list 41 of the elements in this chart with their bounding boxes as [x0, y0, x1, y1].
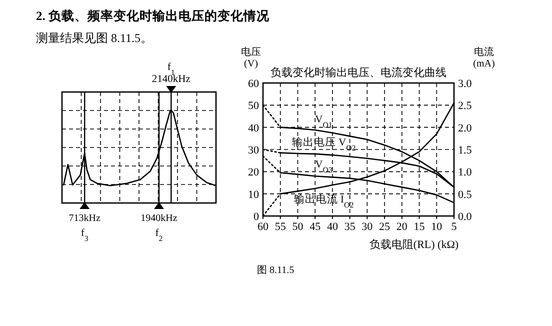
ref-line-label: f$_{1}$ 2140kHz: [152, 62, 191, 86]
chart-subtitle: 测量结果见图 8.11.5。: [36, 31, 153, 45]
y-tick-label: 50: [248, 100, 260, 112]
x-axis-title: 负载电阻(RL) (kΩ): [369, 238, 459, 251]
x-tick-label: 30: [362, 221, 374, 233]
series-label: V$_{O3}$: [315, 160, 332, 174]
x-tick-label: 5: [451, 221, 458, 233]
y2-tick-label: 0.5: [458, 188, 472, 201]
y2-tick-label: 1.5: [458, 144, 472, 156]
x-tick-label: 60: [258, 221, 269, 233]
x-tick-label: 25: [379, 221, 391, 233]
chart-title: 2. 负载、频率变化时输出电压的变化情况: [36, 8, 270, 23]
y-tick-label: 40: [248, 122, 260, 134]
x-tick-label: 55: [274, 221, 286, 233]
ref-line-label: f$_{2}$: [155, 228, 163, 242]
x-tick-label: 1940kHz: [140, 213, 178, 224]
x-tick-label: 10: [431, 221, 443, 233]
x-tick-label: 50: [292, 221, 304, 233]
x-tick-label: 15: [414, 221, 426, 233]
x-tick-label: 35: [344, 221, 356, 233]
y2-tick-label: 3.0: [458, 78, 472, 90]
y-tick-label: 0: [254, 211, 260, 223]
series-label: 输出电流 I$_{O2}$: [294, 192, 354, 210]
chart-title: 负载变化时输出电压、电流变化曲线: [270, 66, 446, 79]
ref-line-label: f$_{3}$: [80, 228, 88, 242]
x-tick-label: 40: [326, 221, 338, 233]
y-tick-label: 30: [248, 144, 260, 156]
y-axis-title: 电压 (V): [241, 46, 261, 70]
y2-tick-label: 1.0: [458, 166, 472, 179]
x-tick-label: 713kHz: [68, 213, 101, 224]
y2-axis-title: 电流 (mA): [473, 46, 495, 70]
y2-tick-label: 2.5: [458, 100, 472, 112]
y-tick-label: 10: [248, 188, 260, 201]
caption: 图 8.11.5: [257, 265, 294, 276]
series-label: V$_{O1}$: [315, 114, 332, 129]
y2-tick-label: 2.0: [458, 122, 472, 134]
y-tick-label: 20: [248, 166, 260, 179]
y-tick-label: 60: [248, 78, 260, 90]
y2-tick-label: 0.0: [458, 211, 472, 223]
x-tick-label: 20: [396, 221, 408, 233]
x-tick-label: 45: [310, 221, 322, 233]
